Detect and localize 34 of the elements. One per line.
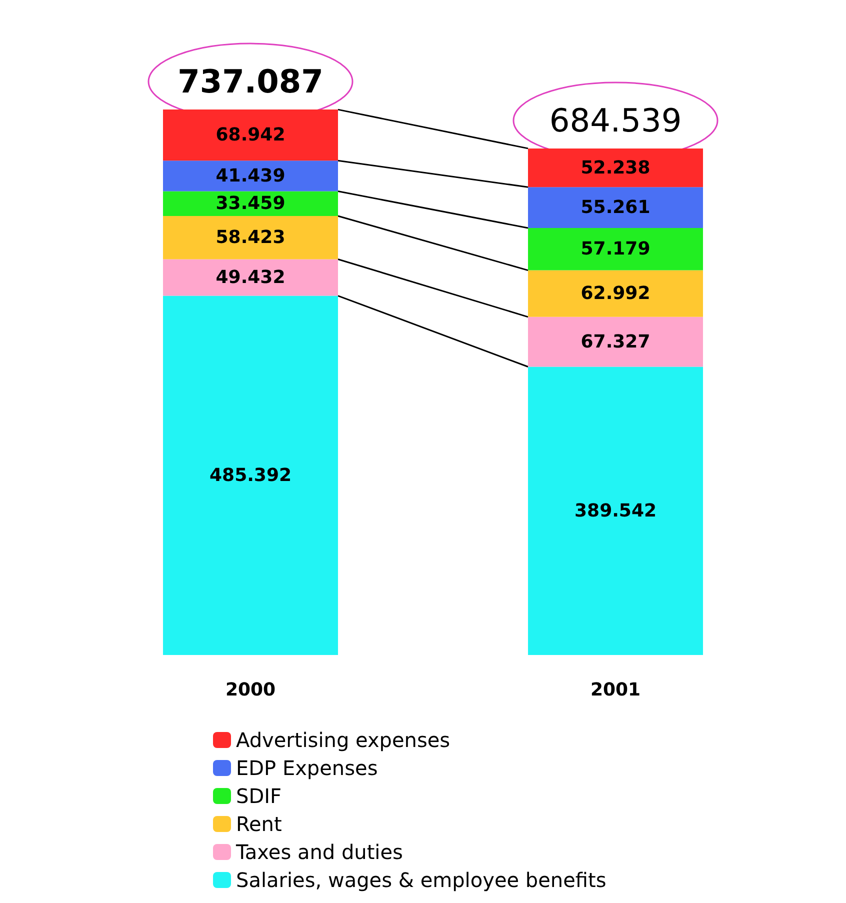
bar bbox=[528, 228, 703, 270]
data-label: 52.238 bbox=[580, 157, 650, 178]
data-label: 58.423 bbox=[216, 227, 286, 248]
legend-label: SDIF bbox=[236, 784, 282, 808]
bar bbox=[163, 296, 338, 655]
bar bbox=[163, 216, 338, 260]
data-label: 485.392 bbox=[210, 464, 292, 486]
x-tick-label: 2001 bbox=[590, 680, 641, 700]
bar bbox=[163, 160, 338, 192]
bar bbox=[528, 366, 703, 655]
x-tick-label: 2000 bbox=[225, 680, 276, 700]
total-label: 684.539 bbox=[549, 101, 682, 140]
data-label: 68.942 bbox=[216, 124, 286, 146]
data-label: 33.459 bbox=[216, 193, 286, 214]
bar bbox=[528, 270, 703, 317]
data-label: 62.992 bbox=[580, 283, 650, 304]
bar bbox=[528, 187, 703, 228]
bar bbox=[163, 110, 338, 161]
data-label: 57.179 bbox=[580, 238, 650, 260]
legend-label: Taxes and duties bbox=[235, 840, 403, 864]
legend-label: EDP Expenses bbox=[236, 756, 378, 780]
bar bbox=[163, 191, 338, 216]
data-label: 41.439 bbox=[216, 165, 286, 186]
data-label: 55.261 bbox=[580, 197, 650, 218]
legend-label: Advertising expenses bbox=[236, 728, 450, 752]
data-label: 49.432 bbox=[216, 267, 286, 288]
data-label: 389.542 bbox=[574, 500, 656, 522]
data-label: 67.327 bbox=[580, 331, 650, 352]
total-label: 737.087 bbox=[178, 62, 324, 101]
bar bbox=[163, 259, 338, 296]
legend-label: Salaries, wages & employee benefits bbox=[236, 868, 606, 892]
legend-label: Rent bbox=[236, 812, 282, 836]
bar bbox=[528, 316, 703, 367]
bar bbox=[528, 148, 703, 188]
